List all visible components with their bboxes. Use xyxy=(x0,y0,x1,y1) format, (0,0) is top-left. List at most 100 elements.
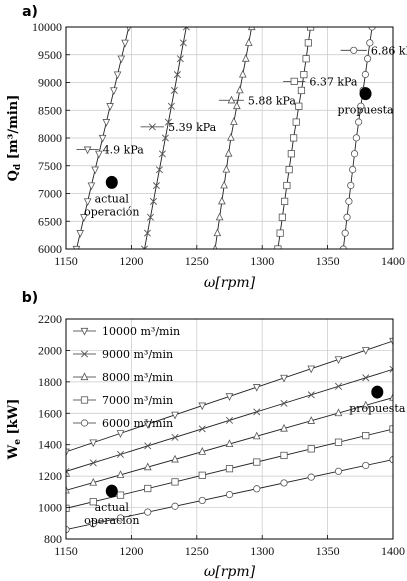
inline-label-marker-1 xyxy=(148,123,156,131)
data-marker xyxy=(171,411,179,420)
operating-point-label-1: propuesta xyxy=(337,104,394,117)
x-tick-label: 1350 xyxy=(316,254,340,268)
data-marker xyxy=(149,197,157,205)
x-axis-label: ω[rpm] xyxy=(204,275,256,291)
data-marker xyxy=(352,134,360,142)
data-marker xyxy=(244,38,253,46)
data-marker xyxy=(80,214,88,222)
data-marker xyxy=(215,212,224,221)
data-marker xyxy=(143,462,152,471)
y-tick-label: 1000 xyxy=(38,501,62,515)
data-marker xyxy=(363,55,372,63)
data-marker xyxy=(357,102,365,110)
legend-marker-2 xyxy=(80,372,89,381)
legend-marker-0 xyxy=(80,327,89,336)
data-marker xyxy=(198,425,206,433)
data-marker xyxy=(146,213,154,221)
legend-marker-3 xyxy=(80,396,89,404)
data-marker xyxy=(116,491,125,499)
data-marker xyxy=(89,439,98,448)
y-tick-label: 6500 xyxy=(38,214,62,228)
y-tick-label: 9500 xyxy=(38,48,62,62)
operating-point-1 xyxy=(359,87,372,101)
data-marker xyxy=(334,408,343,417)
operating-point-0 xyxy=(105,484,118,498)
data-marker xyxy=(307,473,315,481)
data-marker xyxy=(278,213,286,221)
data-marker xyxy=(144,442,152,450)
data-marker xyxy=(280,451,288,460)
data-marker xyxy=(302,55,310,63)
data-marker xyxy=(164,118,172,126)
data-marker xyxy=(362,461,370,470)
panel-label: b) xyxy=(22,290,38,306)
y-tick-label: 1200 xyxy=(38,469,62,483)
data-marker xyxy=(161,134,169,142)
data-marker xyxy=(307,365,316,374)
data-marker xyxy=(287,150,295,158)
data-marker xyxy=(66,467,70,475)
x-tick-label: 1200 xyxy=(119,544,143,558)
series-label-4: 6.86 kPa xyxy=(371,44,407,57)
data-marker xyxy=(362,432,370,440)
series-label-1: 5.39 kPa xyxy=(168,121,217,134)
plot-frame xyxy=(65,318,394,540)
data-marker xyxy=(334,382,343,390)
data-marker xyxy=(304,39,312,47)
data-marker xyxy=(198,402,207,411)
x-tick-label: 1200 xyxy=(119,254,143,268)
y-tick-label: 10000 xyxy=(32,20,62,34)
data-marker xyxy=(300,71,308,79)
y-tick-label: 6000 xyxy=(38,242,62,256)
legend-marker-4 xyxy=(80,419,89,427)
data-marker xyxy=(116,514,125,522)
data-marker xyxy=(355,118,363,126)
data-marker xyxy=(116,450,125,458)
data-marker xyxy=(117,55,126,64)
data-marker xyxy=(295,102,303,110)
data-marker xyxy=(274,245,282,249)
data-marker xyxy=(306,27,315,31)
data-marker xyxy=(285,166,293,174)
x-tick-label: 1300 xyxy=(250,544,274,558)
inline-label-marker-3 xyxy=(290,77,298,85)
data-marker xyxy=(307,391,315,399)
data-marker xyxy=(225,491,234,499)
data-marker xyxy=(247,27,256,31)
series-group xyxy=(66,337,393,534)
x-tick-label: 1400 xyxy=(381,254,405,268)
x-tick-label: 1150 xyxy=(54,254,78,268)
data-marker xyxy=(91,166,99,175)
data-marker xyxy=(66,504,70,512)
data-marker xyxy=(253,408,261,416)
data-marker xyxy=(350,150,359,158)
data-marker xyxy=(230,117,238,125)
data-marker xyxy=(89,498,97,506)
data-marker xyxy=(280,479,288,487)
operating-point-1 xyxy=(371,385,384,399)
data-marker xyxy=(225,439,234,448)
data-marker xyxy=(89,477,98,486)
data-marker xyxy=(144,484,152,493)
data-marker xyxy=(343,213,351,221)
y-tick-label: 8500 xyxy=(38,103,62,117)
data-marker xyxy=(225,393,234,401)
data-marker xyxy=(121,39,129,48)
data-marker xyxy=(232,101,241,110)
x-tick-label: 1400 xyxy=(381,544,405,558)
y-tick-label: 1800 xyxy=(38,375,62,389)
operating-point-label-0: actual operación xyxy=(84,501,139,527)
data-marker xyxy=(368,27,376,31)
x-tick-label: 1350 xyxy=(316,544,340,558)
x-tick-label: 1250 xyxy=(185,254,209,268)
data-marker xyxy=(95,150,103,159)
data-marker xyxy=(171,478,179,486)
data-marker xyxy=(113,71,122,80)
data-marker xyxy=(179,39,187,47)
legend-entry-1: 9000 m³/min xyxy=(102,348,173,361)
inline-label-marker-0 xyxy=(83,146,92,155)
y-tick-label: 1600 xyxy=(38,406,62,420)
data-marker xyxy=(361,400,370,409)
inline-label-marker-4 xyxy=(350,46,358,54)
